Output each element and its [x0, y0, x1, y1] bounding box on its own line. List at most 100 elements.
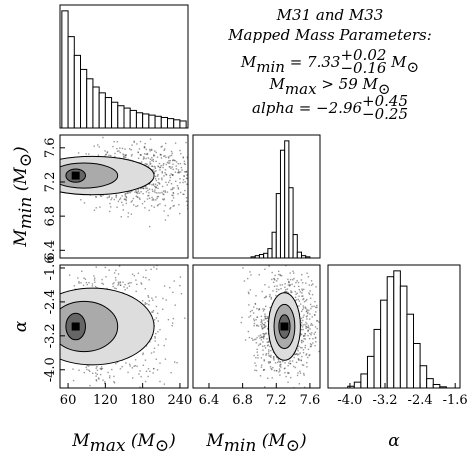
density-point [305, 353, 308, 355]
density-point [162, 198, 164, 200]
density-point [299, 370, 301, 373]
density-point [136, 365, 138, 367]
density-point [146, 198, 149, 200]
density-point [305, 321, 307, 324]
density-point [310, 345, 312, 348]
density-point [310, 284, 313, 286]
density-peak [71, 322, 80, 331]
density-point [284, 283, 286, 285]
histogram-bar [432, 383, 441, 388]
density-point [261, 328, 263, 330]
density-point [148, 192, 150, 194]
density-point [72, 368, 74, 370]
density-peak [71, 171, 80, 180]
density-point [115, 196, 117, 199]
density-point [248, 304, 250, 306]
density-point [150, 149, 153, 151]
density-point [143, 200, 146, 203]
density-point [154, 183, 157, 185]
density-point [303, 314, 305, 316]
density-point [125, 202, 128, 205]
density-point [190, 188, 191, 189]
density-point [185, 200, 188, 203]
density-point [114, 155, 116, 158]
density-point [274, 274, 276, 277]
x-axis-label-part: (M [125, 431, 155, 451]
density-point [157, 251, 158, 252]
density-point [164, 142, 167, 145]
annotation-mmin-part: min [256, 58, 285, 76]
density-point [308, 337, 311, 340]
density-point [305, 310, 308, 313]
histogram-bar [366, 355, 375, 388]
density-point [154, 150, 156, 152]
annotation-mmax-part: max [285, 80, 317, 98]
density-point [305, 354, 307, 356]
density-point [279, 369, 281, 372]
density-point [164, 190, 166, 192]
density-point [306, 308, 308, 311]
density-point [204, 210, 205, 211]
panel-frame [192, 134, 321, 259]
density-point [101, 367, 104, 370]
density-point [167, 162, 170, 164]
density-point [143, 157, 145, 159]
density-point [289, 272, 291, 274]
density-point [210, 187, 211, 188]
density-point [95, 380, 98, 382]
density-point [197, 189, 198, 190]
density-point [102, 379, 104, 381]
density-point [238, 202, 239, 203]
density-point [258, 335, 260, 337]
density-point [172, 192, 175, 194]
density-point [312, 283, 314, 285]
density-point [209, 208, 210, 209]
density-point [312, 342, 314, 344]
density-point [311, 316, 313, 318]
density-point [272, 357, 275, 360]
density-point [305, 327, 307, 330]
density-point [147, 157, 150, 159]
density-point [132, 197, 135, 200]
density-point [194, 193, 195, 194]
density-point [307, 276, 310, 278]
density-point [91, 283, 94, 285]
density-point [313, 314, 316, 316]
density-point [206, 164, 207, 165]
density-point [295, 353, 298, 355]
density-point [284, 367, 286, 369]
density-point [124, 289, 126, 291]
density-point [283, 388, 284, 389]
density-point [200, 177, 201, 178]
histogram-bar [426, 378, 434, 388]
y-axis-label-part: ) [11, 146, 31, 154]
density-point [85, 153, 87, 155]
density-point [185, 177, 188, 179]
density-point [96, 369, 99, 371]
density-point [124, 154, 127, 157]
density-point [270, 354, 272, 357]
density-point [152, 190, 154, 193]
density-point [271, 271, 273, 274]
density-point [253, 306, 255, 308]
density-point [145, 345, 148, 347]
density-point [166, 184, 168, 186]
density-point [225, 202, 226, 203]
density-point [182, 193, 184, 195]
density-point [301, 295, 303, 297]
density-point [261, 326, 263, 328]
density-point [199, 188, 200, 189]
density-point [97, 144, 99, 146]
density-point [189, 182, 190, 183]
density-point [194, 186, 195, 187]
density-point [114, 152, 116, 155]
density-point [113, 380, 115, 383]
density-point [284, 372, 286, 374]
density-point [128, 282, 131, 284]
density-point [164, 358, 167, 360]
density-point [172, 205, 174, 207]
density-point [88, 369, 90, 371]
density-point [154, 167, 157, 170]
